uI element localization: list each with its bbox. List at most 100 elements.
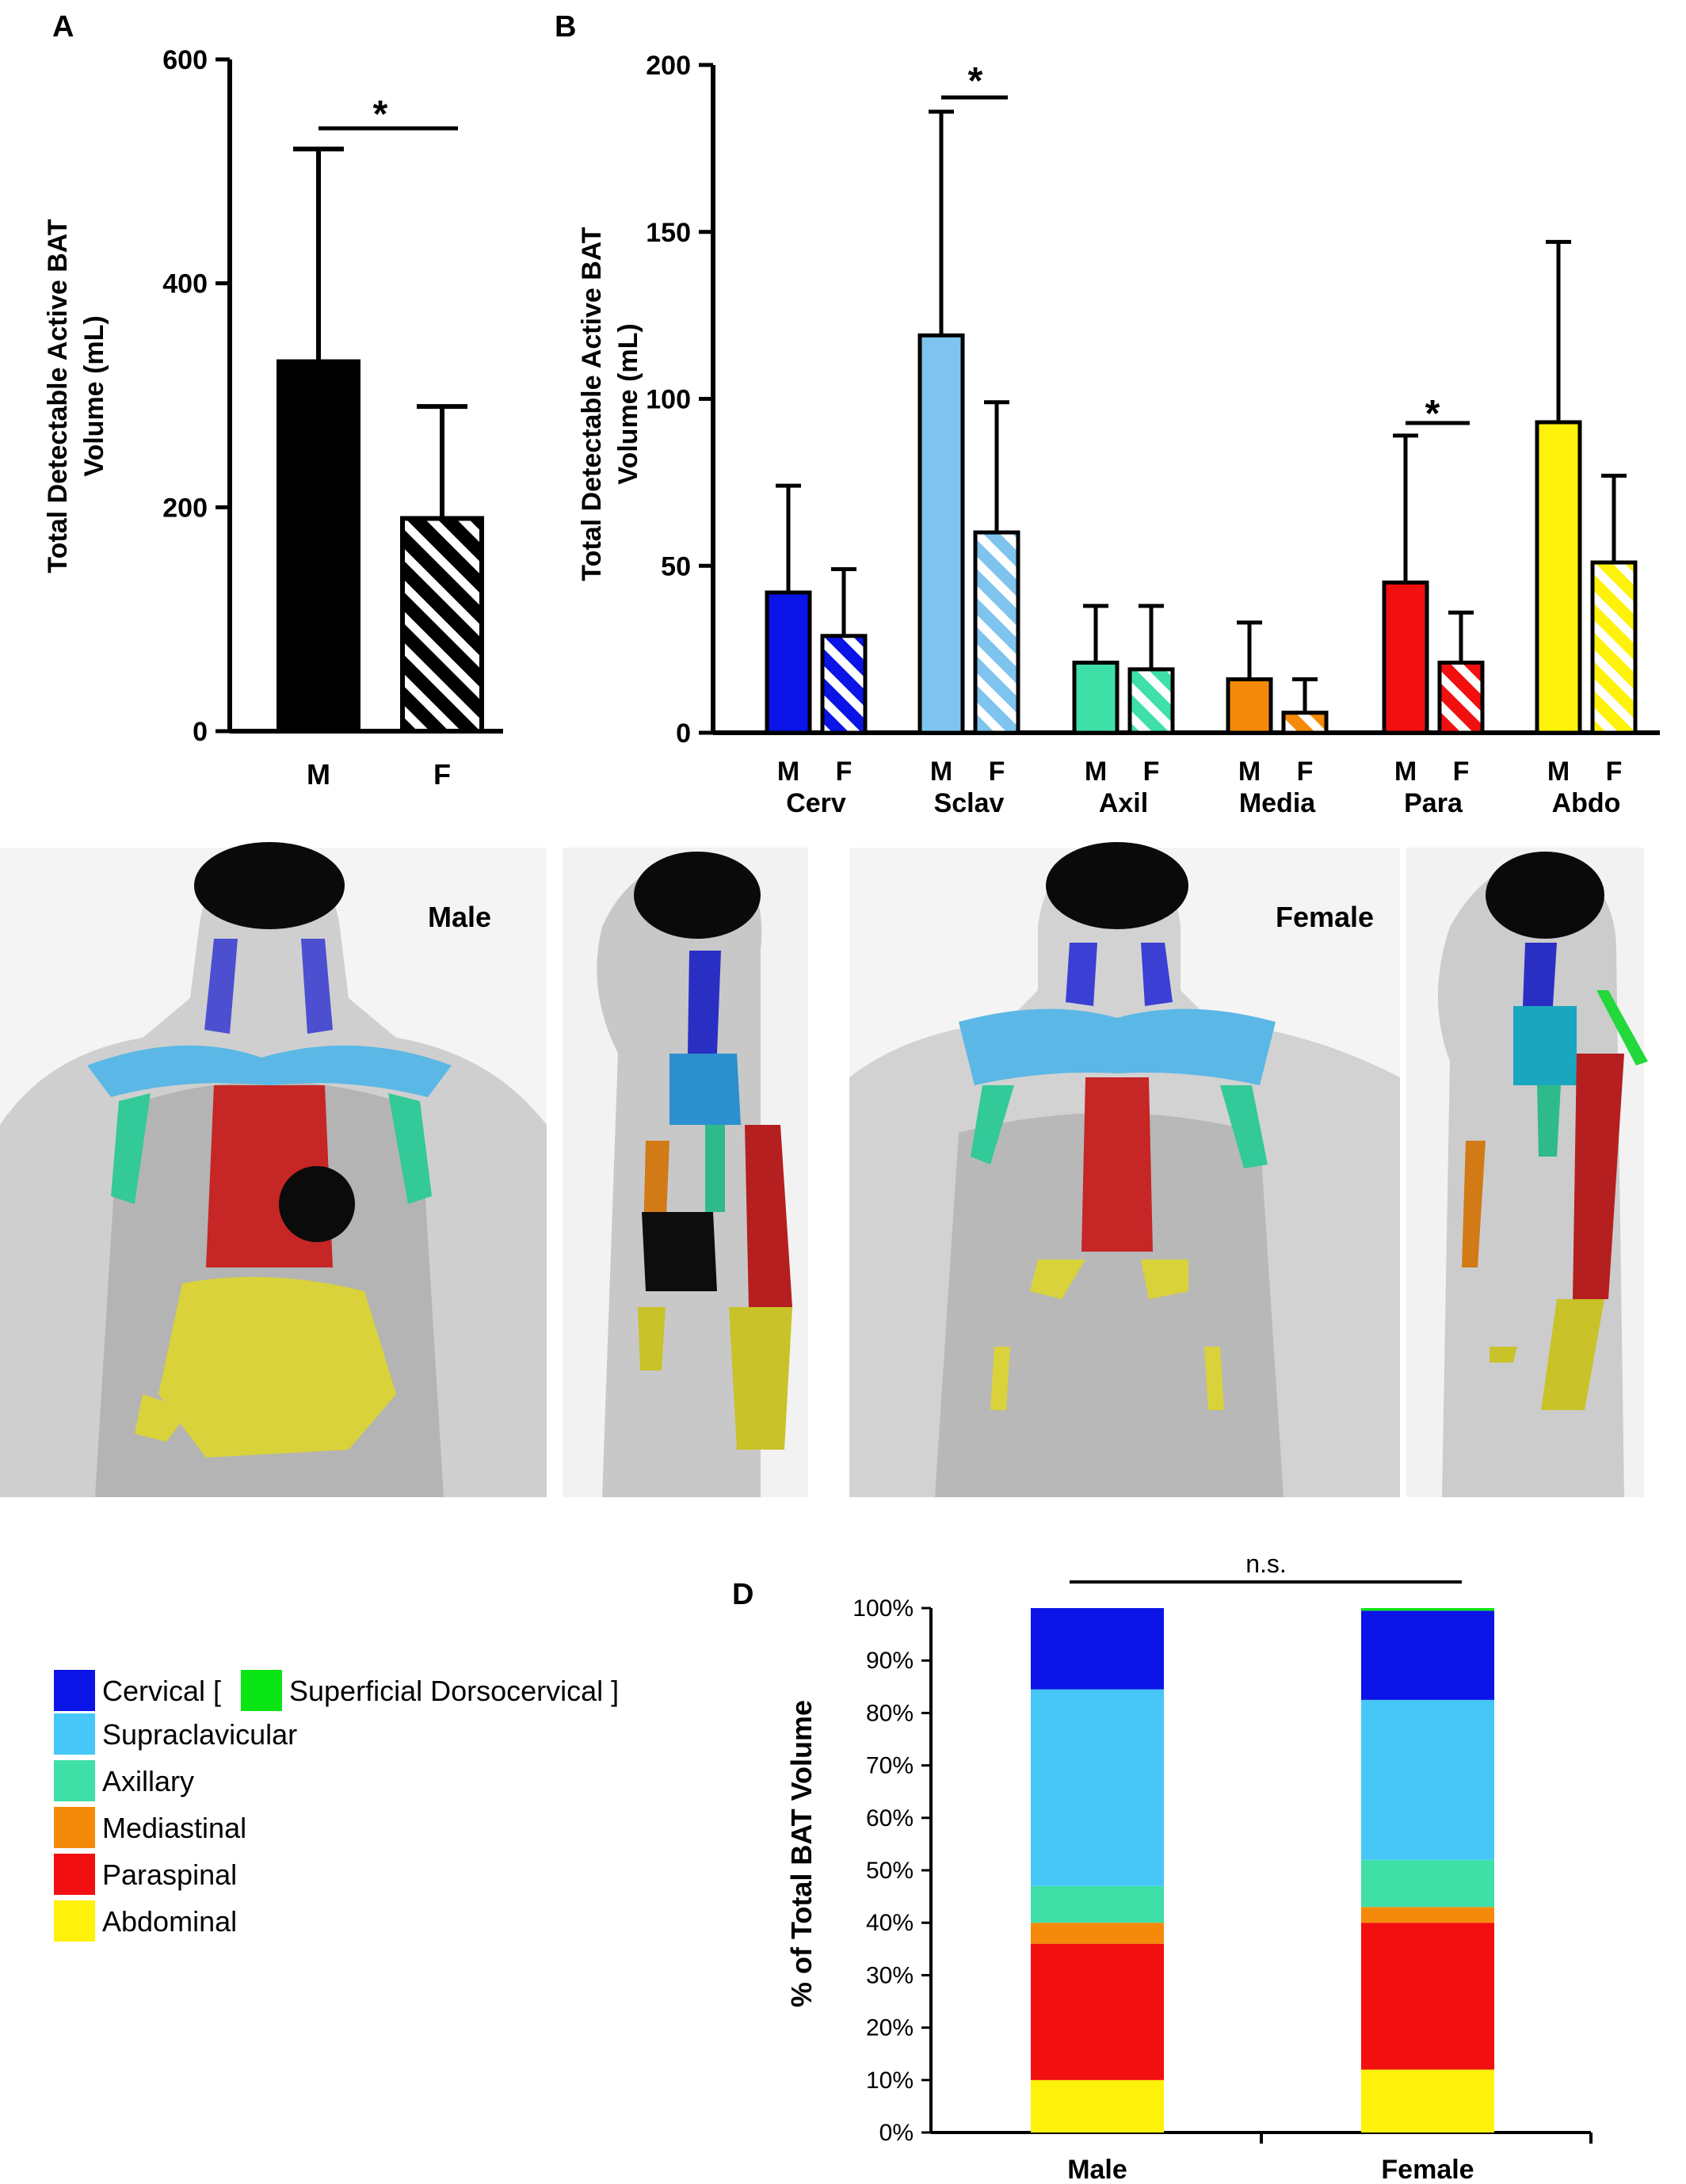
panel-b-bar-axil-M	[1072, 660, 1120, 735]
legend-swatch-paraspinal	[54, 1854, 95, 1895]
panel-b-bar-sclav-M	[917, 333, 965, 735]
legend-label-axillary: Axillary	[102, 1765, 194, 1797]
panel-d-segment-male-supraclavicular	[1031, 1689, 1164, 1886]
panel-letter-d: D	[732, 1578, 753, 1611]
panel-d-chart: % of Total BAT Volume n.s. 0% 10% 20% 30% 40…	[785, 1549, 1593, 2184]
panel-a-y-tick-label: 200	[162, 493, 208, 523]
panel-b-x-group-label-cerv: Cerv	[786, 788, 846, 818]
panel-d-y-tick-label: 50%	[866, 1858, 914, 1884]
panel-b-ylabel-line1: Total Detectable Active BAT	[577, 227, 607, 581]
panel-b-bar-media-F	[1281, 711, 1329, 735]
panel-d-y-tick-label: 30%	[866, 1962, 914, 1988]
panel-d-segment-male-mediastinal	[1031, 1923, 1164, 1944]
panel-b-x-group-label-abdo: Abdo	[1552, 788, 1621, 818]
panel-d-ns-label: n.s.	[1245, 1549, 1287, 1578]
panel-d-segment-male-cervical	[1031, 1608, 1164, 1690]
panel-d-y-tick-label: 80%	[866, 1700, 914, 1726]
panel-a-y-tick-label: 600	[162, 45, 208, 75]
panel-d-segment-female-mediastinal	[1361, 1907, 1494, 1923]
panel-d-y-tick-label: 90%	[866, 1648, 914, 1674]
panel-d-segment-female-superficial-dorsocervical	[1361, 1608, 1494, 1611]
panel-b-bar-cerv-F	[820, 634, 868, 735]
panel-b-x-group-label-media: Media	[1239, 788, 1316, 818]
panel-d-segment-male-abdominal	[1031, 2079, 1164, 2133]
panel-b-bar-cerv-M	[765, 590, 812, 735]
panel-d-segment-female-abdominal	[1361, 2069, 1494, 2133]
panel-b-x-sex-label: F	[1453, 757, 1470, 787]
panel-c-pet-images: Male	[0, 842, 1648, 1497]
panel-b-bar-para-M	[1382, 580, 1429, 735]
panel-d-x-tick-label-female: Female	[1381, 2155, 1474, 2184]
panel-a-bar-F	[400, 516, 484, 734]
panel-d-segment-female-paraspinal	[1361, 1923, 1494, 2070]
panel-d-y-tick-label: 0%	[879, 2120, 914, 2146]
pet-image-male-lateral	[563, 848, 808, 1497]
panel-a-x-tick-label-F: F	[433, 758, 451, 791]
panel-a-bar-M	[277, 359, 360, 734]
panel-d-y-tick-label: 20%	[866, 2015, 914, 2041]
panel-b-x-group-label-axil: Axil	[1099, 788, 1148, 818]
panel-b-x-sex-label: M	[1547, 757, 1570, 787]
panel-d-x-tick-label-male: Male	[1067, 2155, 1127, 2184]
panel-b-y-tick-label: 100	[646, 385, 691, 415]
panel-a-y-tick-label: 0	[193, 717, 208, 747]
panel-b-x-sex-label: M	[930, 757, 952, 787]
legend-label-superficial-dorsocervical: Superficial Dorsocervical ]	[289, 1675, 619, 1707]
panel-a-y-tick-label: 400	[162, 269, 208, 299]
panel-b-x-sex-label: F	[989, 757, 1005, 787]
panel-b-sig-star-sclav: *	[968, 60, 983, 102]
legend-label-abdominal: Abdominal	[102, 1905, 237, 1938]
pet-image-female-lateral	[1406, 848, 1648, 1497]
panel-b-x-group-label-sclav: Sclav	[934, 788, 1005, 818]
legend-swatch-supraclavicular	[54, 1713, 95, 1755]
panel-a-x-tick-label-M: M	[307, 758, 330, 791]
panel-a-sig-star: *	[373, 93, 388, 135]
pet-image-male-front: Male	[0, 842, 547, 1497]
panel-d-segment-male-axillary	[1031, 1885, 1164, 1923]
panel-d-y-tick-label: 100%	[853, 1595, 914, 1622]
legend-swatch-mediastinal	[54, 1807, 95, 1848]
pet-image-female-front: Female	[849, 842, 1400, 1497]
legend-label-supraclavicular: Supraclavicular	[102, 1718, 297, 1751]
panel-b-y-tick-label: 150	[646, 218, 691, 248]
panel-b-x-sex-label: M	[1085, 757, 1107, 787]
legend-swatch-axillary	[54, 1760, 95, 1801]
panel-a-ylabel-line1: Total Detectable Active BAT	[43, 219, 73, 573]
panel-b-bar-para-F	[1437, 660, 1485, 735]
panel-b-x-group-label-para: Para	[1404, 788, 1463, 818]
panel-a-chart: Total Detectable Active BAT Volume (mL) …	[43, 45, 503, 791]
panel-d-segment-female-supraclavicular	[1361, 1699, 1494, 1860]
legend-label-cervical: Cervical [	[102, 1675, 221, 1707]
panel-d-y-tick-label: 70%	[866, 1753, 914, 1779]
panel-d-ylabel: % of Total BAT Volume	[785, 1700, 818, 2007]
legend-swatch-cervical	[54, 1670, 95, 1711]
panel-b-x-sex-label: F	[836, 757, 853, 787]
panel-b-chart: Total Detectable Active BAT Volume (mL) …	[577, 51, 1660, 818]
pet-male-label: Male	[428, 901, 491, 933]
panel-b-bar-media-M	[1226, 677, 1273, 735]
panel-a-ylabel-line2: Volume (mL)	[79, 315, 109, 476]
panel-b-x-sex-label: F	[1297, 757, 1314, 787]
panel-b-x-sex-label: M	[777, 757, 799, 787]
legend: Cervical [ Superficial Dorsocervical ] S…	[54, 1670, 619, 1942]
panel-b-x-sex-label: M	[1238, 757, 1261, 787]
panel-b-x-sex-label: F	[1606, 757, 1623, 787]
legend-swatch-superficial-dorsocervical	[241, 1670, 282, 1711]
legend-swatch-abdominal	[54, 1900, 95, 1942]
panel-d-segment-male-paraspinal	[1031, 1943, 1164, 2080]
panel-b-ylabel-line2: Volume (mL)	[613, 323, 643, 484]
panel-d-segment-female-axillary	[1361, 1859, 1494, 1908]
panel-b-bar-abdo-F	[1590, 560, 1638, 735]
legend-label-paraspinal: Paraspinal	[102, 1858, 237, 1891]
panel-b-x-sex-label: M	[1394, 757, 1417, 787]
panel-d-y-tick-label: 10%	[866, 2068, 914, 2094]
panel-d-y-tick-label: 60%	[866, 1805, 914, 1831]
panel-d-y-tick-label: 40%	[866, 1910, 914, 1936]
panel-letter-a: A	[52, 10, 74, 44]
panel-b-bar-axil-F	[1127, 667, 1175, 735]
pet-female-label: Female	[1276, 901, 1374, 933]
panel-b-bar-sclav-F	[973, 530, 1020, 735]
panel-b-x-sex-label: F	[1143, 757, 1160, 787]
panel-b-y-tick-label: 200	[646, 51, 691, 81]
